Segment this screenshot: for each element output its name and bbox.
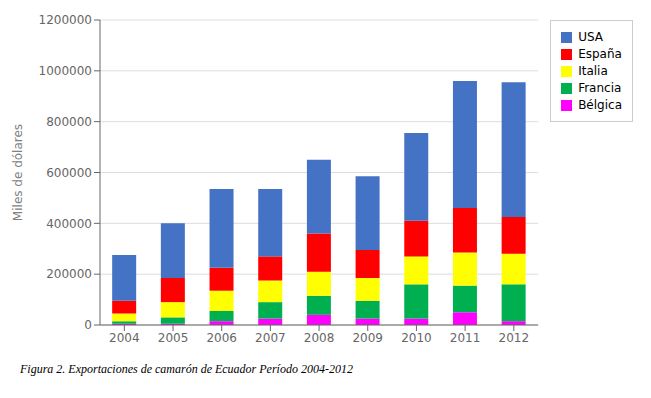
html-text:Francia: Francia <box>578 81 622 95</box>
html-text:Figura 2. Exportaciones de cam: Figura 2. Exportaciones de camarón de Ec… <box>20 362 353 376</box>
svg-text:600000: 600000 <box>46 166 92 180</box>
svg-text:2012: 2012 <box>499 331 530 345</box>
svg-text:1000000: 1000000 <box>39 64 92 78</box>
svg-text:2006: 2006 <box>206 331 237 345</box>
html-text:Bélgica: Bélgica <box>578 98 622 112</box>
html-text:España: España <box>578 47 622 61</box>
svg-text:2008: 2008 <box>304 331 335 345</box>
svg-text:0: 0 <box>84 318 92 332</box>
svg-text:800000: 800000 <box>46 115 92 129</box>
svg-text:2004: 2004 <box>109 331 140 345</box>
svg-text:2005: 2005 <box>158 331 189 345</box>
svg-text:2011: 2011 <box>450 331 481 345</box>
html-text:Italia: Italia <box>578 64 608 78</box>
svg-text:Miles de dólares: Miles de dólares <box>11 124 25 221</box>
svg-text:2010: 2010 <box>401 331 432 345</box>
svg-text:2009: 2009 <box>352 331 383 345</box>
svg-text:200000: 200000 <box>46 267 92 281</box>
html-text:USA: USA <box>578 30 603 44</box>
svg-text:2007: 2007 <box>255 331 286 345</box>
svg-text:400000: 400000 <box>46 217 92 231</box>
svg-text:1200000: 1200000 <box>39 13 92 27</box>
